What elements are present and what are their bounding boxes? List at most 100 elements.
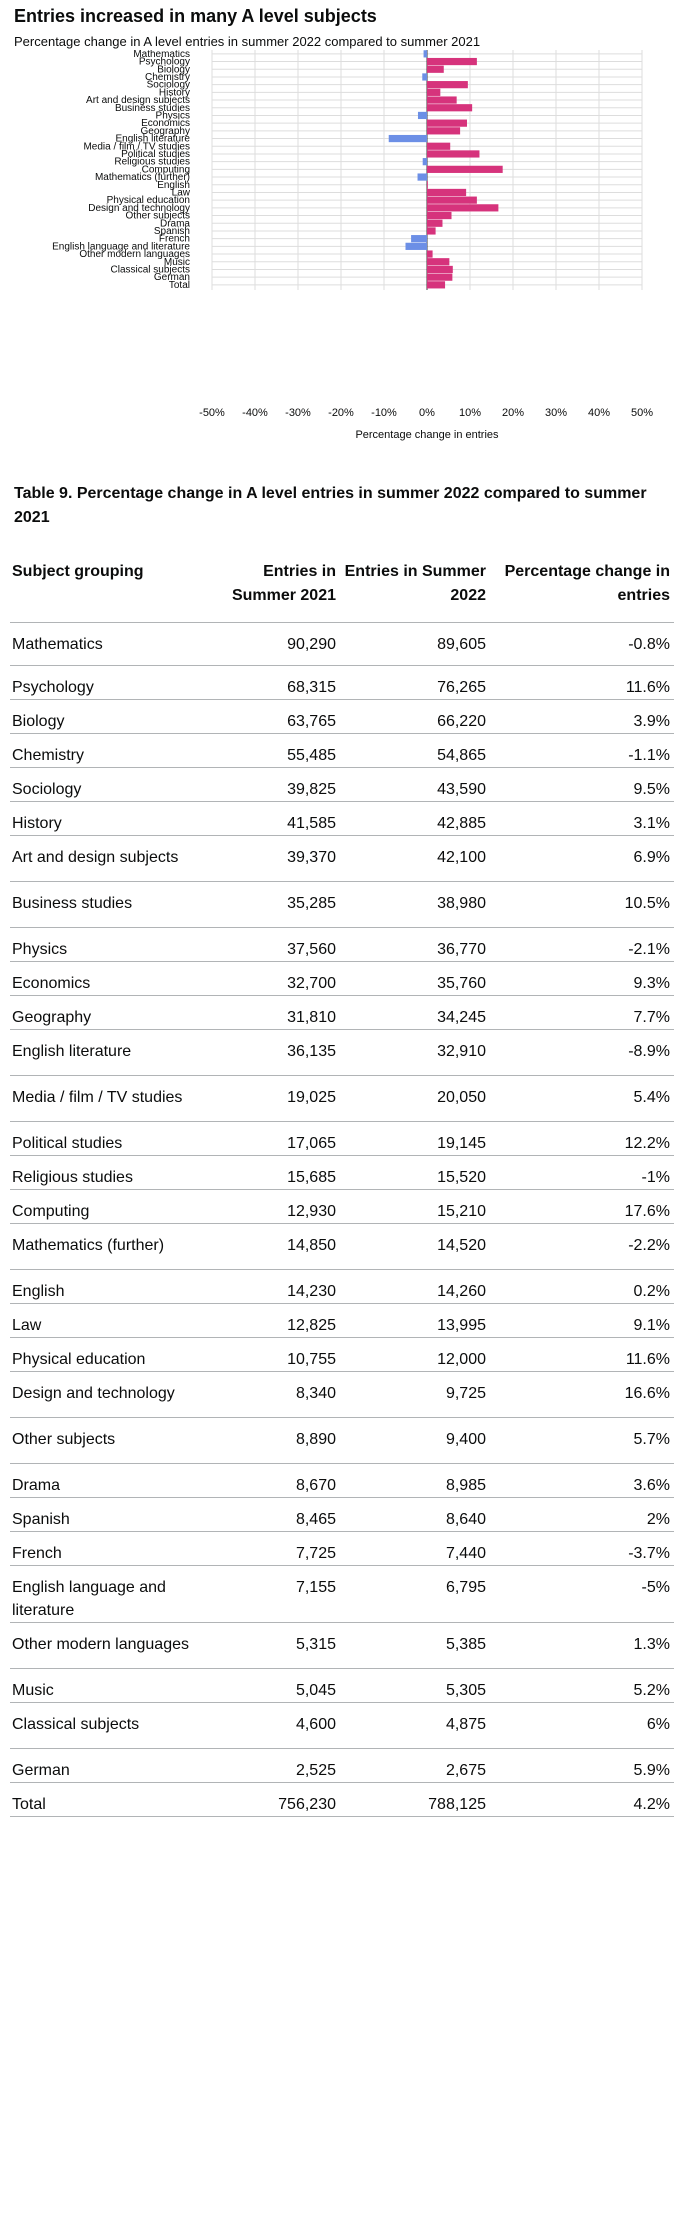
category-label: Classical subjects [111, 264, 190, 275]
cell-percentage-change: -3.7% [628, 1544, 670, 1562]
cell-entries-2021: 2,525 [295, 1761, 336, 1779]
category-label: Chemistry [145, 72, 190, 83]
table-row: English 14,230 14,260 0.2% [10, 1269, 674, 1303]
bar [427, 281, 446, 289]
bar [427, 104, 473, 112]
cell-subject: History [12, 814, 62, 832]
cell-percentage-change: 6% [646, 1715, 670, 1733]
table-row: Other modern languages 5,315 5,385 1.3% [10, 1622, 674, 1668]
category-label: Biology [157, 64, 190, 75]
table-row: Business studies 35,285 38,980 10.5% [10, 881, 674, 927]
category-label: Law [172, 187, 191, 198]
entries-table: Subject grouping Entries in Summer 2021 … [10, 556, 674, 1817]
cell-entries-2021: 5,315 [295, 1635, 336, 1653]
category-label: Other modern languages [79, 249, 190, 260]
bar [427, 127, 461, 135]
cell-percentage-change: -5% [641, 1578, 670, 1596]
cell-percentage-change: 10.5% [624, 894, 670, 912]
cell-entries-2022: 788,125 [428, 1795, 486, 1813]
cell-entries-2022: 38,980 [437, 894, 486, 912]
table-row: Biology 63,765 66,220 3.9% [10, 699, 674, 733]
cell-entries-2021: 41,585 [287, 814, 336, 832]
bar [427, 273, 453, 281]
cell-entries-2022: 42,100 [437, 848, 486, 866]
category-label: French [159, 234, 190, 245]
table-body: Mathematics 90,290 89,605 -0.8% Psychology 68… [10, 622, 674, 1816]
cell-entries-2022: 42,885 [437, 814, 486, 832]
table-row: Art and design subjects 39,370 42,100 6.9% [10, 835, 674, 881]
table-row: Computing 12,930 15,210 17.6% [10, 1189, 674, 1223]
bar [427, 204, 499, 212]
cell-entries-2021: 19,025 [287, 1088, 336, 1106]
cell-subject: Physical education [12, 1350, 146, 1368]
bar [417, 173, 427, 181]
category-label: Physical education [107, 195, 190, 206]
cell-percentage-change: 5.9% [633, 1761, 670, 1779]
header-subject-grouping: Subject grouping [12, 563, 144, 580]
cell-entries-2021: 4,600 [295, 1715, 336, 1733]
bar [405, 242, 427, 250]
x-tick-label: 50% [631, 407, 653, 419]
cell-subject: Other subjects [12, 1430, 116, 1448]
cell-entries-2021: 14,850 [287, 1236, 336, 1254]
table-row: Psychology 68,315 76,265 11.6% [10, 665, 674, 699]
category-label: English literature [116, 134, 191, 145]
bar [427, 258, 450, 266]
cell-percentage-change: 3.1% [633, 814, 670, 832]
category-label: Physics [156, 110, 190, 121]
cell-subject: Classical subjects [12, 1715, 140, 1733]
header-entries-2021: Entries in Summer 2021 [231, 563, 336, 604]
cell-percentage-change: 5.7% [633, 1430, 670, 1448]
cell-subject: Mathematics (further) [12, 1236, 165, 1254]
bar-chart: MathematicsPsychologyBiologyChemistrySoc… [52, 50, 653, 441]
cell-subject: Law [12, 1316, 42, 1334]
cell-percentage-change: 0.2% [633, 1282, 670, 1300]
cell-entries-2022: 35,760 [437, 974, 486, 992]
header-entries-2022: Entries in Summer 2022 [344, 563, 486, 604]
table-row: Other subjects 8,890 9,400 5.7% [10, 1417, 674, 1463]
cell-subject: Computing [12, 1202, 90, 1220]
bar [422, 158, 427, 166]
cell-percentage-change: 17.6% [624, 1202, 670, 1220]
cell-entries-2022: 7,440 [445, 1544, 486, 1562]
cell-subject: Spanish [12, 1510, 70, 1528]
cell-subject: English literature [12, 1042, 132, 1060]
bar [427, 96, 457, 104]
cell-entries-2021: 68,315 [287, 678, 336, 696]
cell-entries-2021: 8,890 [295, 1430, 336, 1448]
category-label: Mathematics [133, 50, 190, 60]
cell-entries-2022: 2,675 [445, 1761, 486, 1779]
bar [427, 196, 477, 204]
x-tick-labels: -50% -40% -30% -20% -10% 0% 10% 20% 30% 40% 50% [199, 407, 653, 419]
cell-percentage-change: -1.1% [628, 746, 670, 764]
chart-title: Entries increased in many A level subjec… [14, 6, 377, 26]
cell-entries-2021: 12,930 [287, 1202, 336, 1220]
cell-entries-2021: 35,285 [287, 894, 336, 912]
cell-entries-2021: 90,290 [287, 635, 336, 653]
cell-subject: Other modern languages [12, 1635, 189, 1653]
bar [427, 88, 441, 96]
cell-entries-2022: 36,770 [437, 940, 486, 958]
category-labels: MathematicsPsychologyBiologyChemistrySoc… [52, 50, 191, 291]
cell-subject: Physics [12, 940, 68, 958]
cell-entries-2022: 20,050 [437, 1088, 486, 1106]
cell-subject: Sociology [12, 780, 82, 798]
cell-percentage-change: -1% [641, 1168, 670, 1186]
cell-percentage-change: 9.5% [633, 780, 670, 798]
category-label: English language and literature [52, 241, 190, 252]
cell-subject: Media / film / TV studies [12, 1088, 183, 1106]
cell-percentage-change: 5.2% [633, 1681, 670, 1699]
x-tick-label: 0% [419, 407, 435, 419]
cell-entries-2021: 17,065 [287, 1134, 336, 1152]
cell-entries-2021: 36,135 [287, 1042, 336, 1060]
cell-entries-2022: 89,605 [437, 635, 486, 653]
category-label: Economics [141, 118, 190, 129]
x-tick-label: 20% [502, 407, 524, 419]
cell-entries-2021: 8,670 [295, 1476, 336, 1494]
cell-subject: Religious studies [12, 1168, 133, 1186]
cell-entries-2022: 13,995 [437, 1316, 486, 1334]
category-label: English [157, 180, 190, 191]
category-label: Drama [160, 218, 190, 229]
cell-entries-2022: 8,640 [445, 1510, 486, 1528]
cell-entries-2022: 9,725 [445, 1384, 486, 1402]
